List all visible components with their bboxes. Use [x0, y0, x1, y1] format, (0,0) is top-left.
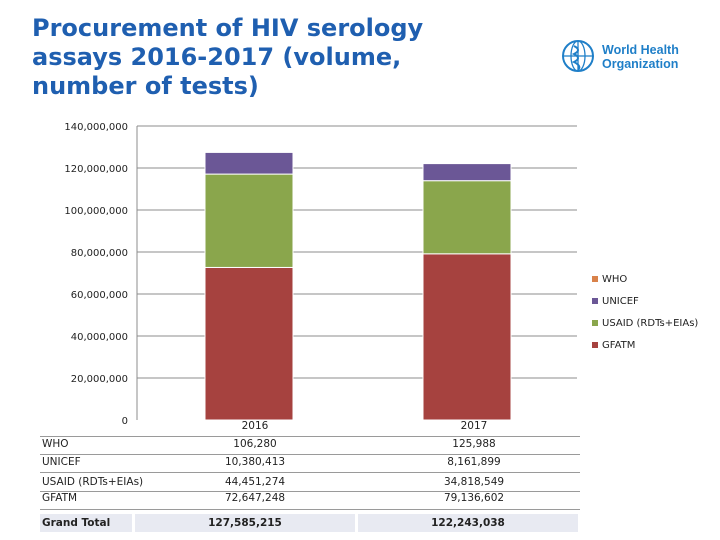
y-tick-label: 0	[122, 416, 128, 427]
who-logo-text: World Health Organization	[602, 43, 679, 71]
table-row: USAID (RDTs+EIAs) 44,451,274 34,818,549	[40, 474, 580, 491]
legend-label: WHO	[602, 274, 628, 285]
y-tick-label: 140,000,000	[64, 122, 128, 133]
legend-swatch	[592, 342, 598, 348]
cell: 10,380,413	[224, 456, 286, 468]
cell: 125,988	[452, 438, 496, 450]
legend-label: UNICEF	[602, 296, 639, 307]
header-2017: 2017	[460, 420, 488, 432]
legend-item: GFATM	[592, 340, 698, 362]
bar-segment-unicef-2016	[204, 151, 294, 175]
table-row: WHO 106,280 125,988	[40, 436, 580, 453]
table-header-row: 2016 2017	[40, 418, 580, 435]
bar-segment-usaid-rdts-eias--2016	[204, 173, 294, 268]
divider	[40, 509, 580, 510]
cell: 34,818,549	[443, 476, 505, 488]
legend-label: USAID (RDTs+EIAs)	[602, 318, 699, 329]
cell: 8,161,899	[447, 456, 501, 468]
cell: 72,647,248	[224, 492, 286, 504]
legend-swatch	[592, 320, 598, 326]
divider	[40, 491, 580, 492]
y-axis-labels: 140,000,000 120,000,000 100,000,000 80,000,…	[64, 122, 128, 427]
legend-swatch	[592, 276, 598, 282]
y-tick-label: 60,000,000	[71, 290, 128, 301]
divider	[40, 472, 580, 473]
bar-segment-gfatm-2016	[204, 266, 294, 421]
legend-item: UNICEF	[592, 296, 698, 318]
who-logo	[560, 38, 710, 78]
legend-item: USAID (RDTs+EIAs)	[592, 318, 698, 340]
bars	[204, 151, 512, 421]
grand-total-2017: 122,243,038	[358, 514, 578, 532]
y-tick-label: 20,000,000	[71, 374, 128, 385]
grand-total-row: Grand Total 127,585,215 122,243,038	[40, 514, 578, 532]
logo-line-1: World Health	[602, 43, 679, 57]
bar-segment-usaid-rdts-eias--2017	[422, 180, 512, 255]
row-label-unicef: UNICEF	[42, 456, 81, 468]
y-tick-label: 120,000,000	[64, 164, 128, 175]
legend-swatch	[592, 298, 598, 304]
grand-total-2016: 127,585,215	[135, 514, 355, 532]
y-tick-label: 40,000,000	[71, 332, 128, 343]
row-label-gfatm: GFATM	[42, 492, 78, 504]
header-2016: 2016	[241, 420, 269, 432]
y-tick-label: 80,000,000	[71, 248, 128, 259]
legend-label: GFATM	[602, 340, 636, 351]
divider	[40, 454, 580, 455]
legend: WHO UNICEF USAID (RDTs+EIAs) GFATM	[592, 274, 698, 362]
cell: 106,280	[233, 438, 277, 450]
legend-item: WHO	[592, 274, 698, 296]
row-label-who: WHO	[42, 438, 69, 450]
cell: 79,136,602	[443, 492, 505, 504]
bar-segment-unicef-2017	[422, 163, 512, 182]
cell: 44,451,274	[224, 476, 286, 488]
who-emblem-icon	[562, 40, 594, 72]
table-row: UNICEF 10,380,413 8,161,899	[40, 454, 580, 471]
table-row: GFATM 72,647,248 79,136,602	[40, 490, 580, 507]
logo-line-2: Organization	[602, 57, 679, 71]
page-title: Procurement of HIV serology assays 2016-…	[32, 14, 424, 100]
grand-total-label: Grand Total	[40, 514, 132, 532]
bar-segment-gfatm-2017	[422, 253, 512, 421]
y-tick-label: 100,000,000	[64, 206, 128, 217]
divider	[40, 436, 580, 437]
row-label-usaid: USAID (RDTs+EIAs)	[42, 476, 144, 488]
